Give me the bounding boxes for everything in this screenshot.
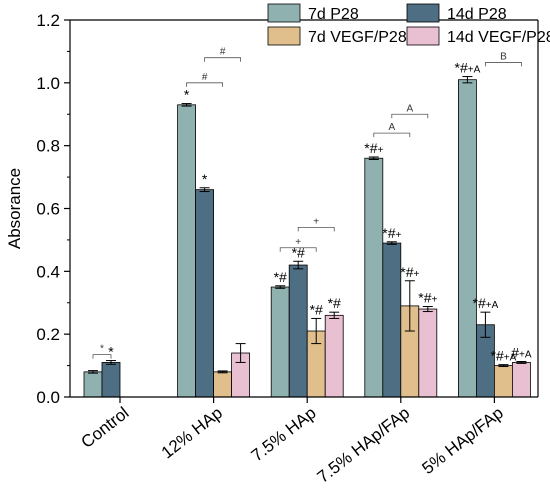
significance-label: *#+ xyxy=(364,140,383,156)
significance-label: * xyxy=(184,87,190,103)
x-tick-label: 7.5% HAp xyxy=(248,403,320,465)
x-tick-label: 12% HAp xyxy=(158,403,226,462)
bar xyxy=(270,286,290,398)
significance-label: *#+ xyxy=(418,290,437,306)
bars-group xyxy=(83,76,531,398)
legend-label: 7d VEGF/P28 xyxy=(308,29,407,46)
significance-label: *# xyxy=(310,301,323,317)
significance-label: *#+A xyxy=(473,295,499,311)
bracket-label: + xyxy=(313,216,319,227)
legend-swatch xyxy=(406,3,440,23)
bar xyxy=(493,365,513,398)
bracket-label: A xyxy=(388,122,395,133)
bar xyxy=(213,371,233,398)
legend-swatch xyxy=(406,26,440,46)
bar xyxy=(324,314,344,398)
significance-label: *# xyxy=(292,244,305,260)
bracket-label: B xyxy=(500,51,507,62)
bar xyxy=(364,157,384,398)
significance-label: *#+ xyxy=(382,225,401,241)
bracket-label: + xyxy=(295,237,301,248)
y-tick-label: 0.2 xyxy=(36,325,60,344)
legend-label: 7d P28 xyxy=(308,6,359,23)
x-tick-label: 7.5% HAp/FAp xyxy=(314,403,414,487)
bar xyxy=(418,308,438,398)
legend-label: 14d P28 xyxy=(447,6,507,23)
bracket-label: * xyxy=(100,344,104,355)
bar xyxy=(177,104,197,398)
comparison-bracket xyxy=(279,247,317,252)
significance-label: *#+A xyxy=(455,60,481,76)
comparison-bracket xyxy=(373,132,411,138)
comparison-bracket xyxy=(391,113,429,119)
significance-label: *# xyxy=(328,295,341,311)
legend-label: 14d VEGF/P28 xyxy=(447,29,550,46)
bar xyxy=(101,362,121,398)
comparison-bracket xyxy=(204,57,241,62)
bracket-label: # xyxy=(220,47,226,58)
y-tick-label: 1.2 xyxy=(36,11,60,30)
annotation-group: ****#*#*# *#*#+*#+*#+*#+*#+A*#+A*#+A#+A*#… xyxy=(92,47,532,364)
legend-swatch xyxy=(267,26,301,46)
bar xyxy=(288,264,308,398)
y-tick-label: 1.0 xyxy=(36,74,60,93)
bracket-label: A xyxy=(406,103,413,114)
x-tick-label: 5% HAp/FAp xyxy=(418,403,506,478)
significance-label: #+A xyxy=(511,344,532,360)
bracket-label: # xyxy=(202,72,208,83)
bar xyxy=(195,189,215,398)
significance-label: *# xyxy=(274,269,287,285)
y-tick-label: 0.6 xyxy=(36,200,60,219)
significance-label: * xyxy=(108,344,114,360)
significance-label: *#+A xyxy=(491,348,517,364)
comparison-bracket xyxy=(297,226,335,232)
bar xyxy=(382,242,402,398)
y-tick-label: 0.4 xyxy=(36,262,60,281)
comparison-bracket xyxy=(485,62,522,67)
significance-label: *#+ xyxy=(400,264,419,280)
y-axis-title: Absorance xyxy=(5,168,24,249)
x-tick-label: Control xyxy=(78,403,133,452)
significance-label: * xyxy=(202,171,208,187)
legend: 7d P28 14d P28 7d VEGF/P28 14d VEGF/P28 xyxy=(267,3,550,46)
bar xyxy=(512,362,531,398)
y-tick-label: 0.0 xyxy=(36,388,60,407)
comparison-bracket xyxy=(92,354,112,359)
comparison-bracket xyxy=(186,82,223,87)
y-tick-label: 0.8 xyxy=(36,137,60,156)
bar xyxy=(457,79,477,398)
bar xyxy=(83,371,103,398)
legend-swatch xyxy=(267,3,301,23)
